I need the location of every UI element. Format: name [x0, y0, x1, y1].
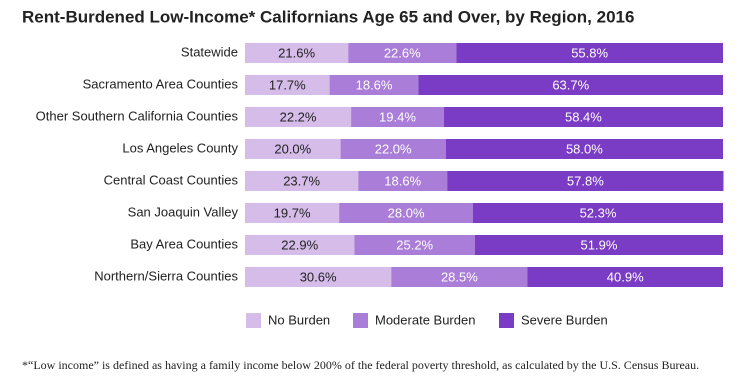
value-label: 57.8%	[567, 173, 604, 188]
value-label: 28.0%	[388, 205, 425, 220]
value-label: 18.6%	[356, 77, 393, 92]
legend-swatch	[353, 313, 368, 328]
value-label: 21.6%	[278, 45, 315, 60]
category-label: Northern/Sierra Counties	[94, 268, 238, 283]
bar-segment	[245, 235, 355, 255]
value-label: 19.4%	[379, 109, 416, 124]
bar-segment	[245, 139, 341, 159]
value-label: 40.9%	[607, 269, 644, 284]
value-label: 28.5%	[441, 269, 478, 284]
value-label: 20.0%	[274, 141, 311, 156]
legend-label: Moderate Burden	[375, 312, 475, 327]
value-label: 23.7%	[283, 173, 320, 188]
category-label: Bay Area Counties	[130, 236, 238, 251]
bar-segment	[418, 75, 723, 95]
legend-swatch	[246, 313, 261, 328]
legend-label: Severe Burden	[521, 312, 608, 327]
category-label: San Joaquin Valley	[128, 204, 239, 219]
bar-segment	[245, 107, 352, 127]
value-label: 51.9%	[581, 237, 618, 252]
bar-segment	[391, 267, 528, 287]
legend-label: No Burden	[268, 312, 330, 327]
bar-segment	[527, 267, 723, 287]
category-label: Statewide	[181, 44, 238, 59]
bar-segment	[245, 171, 359, 191]
bar-segment	[445, 139, 723, 159]
bar-segment	[339, 203, 474, 223]
bar-segment	[443, 107, 723, 127]
bar-segment	[245, 267, 392, 287]
bar-segment	[358, 171, 448, 191]
value-label: 22.9%	[281, 237, 318, 252]
footnote: *“Low income” is defined as having a fam…	[22, 358, 699, 372]
bar-segment	[456, 43, 723, 63]
bar-segment	[340, 139, 446, 159]
bar-segment	[245, 75, 330, 95]
value-label: 22.2%	[280, 109, 317, 124]
value-label: 58.4%	[565, 109, 602, 124]
value-label: 22.6%	[384, 45, 421, 60]
value-label: 30.6%	[300, 269, 337, 284]
value-label: 25.2%	[396, 237, 433, 252]
bar-segment	[245, 203, 340, 223]
bar-segment	[473, 203, 723, 223]
category-label: Other Southern California Counties	[36, 108, 239, 123]
bar-segment	[245, 43, 349, 63]
value-label: 52.3%	[580, 205, 617, 220]
chart-title: Rent-Burdened Low-Income* Californians A…	[22, 7, 634, 26]
value-label: 17.7%	[269, 77, 306, 92]
bar-segment	[351, 107, 444, 127]
value-label: 55.8%	[571, 45, 608, 60]
value-label: 63.7%	[552, 77, 589, 92]
category-label: Central Coast Counties	[104, 172, 239, 187]
value-label: 58.0%	[566, 141, 603, 156]
legend-swatch	[499, 313, 514, 328]
category-label: Los Angeles County	[122, 140, 238, 155]
bar-segment	[354, 235, 475, 255]
bar-segment	[348, 43, 457, 63]
value-label: 18.6%	[384, 173, 421, 188]
value-label: 22.0%	[375, 141, 412, 156]
category-label: Sacramento Area Counties	[83, 76, 239, 91]
bar-segment	[474, 235, 723, 255]
bar-segment	[329, 75, 419, 95]
bar-segment	[447, 171, 724, 191]
value-label: 19.7%	[274, 205, 311, 220]
